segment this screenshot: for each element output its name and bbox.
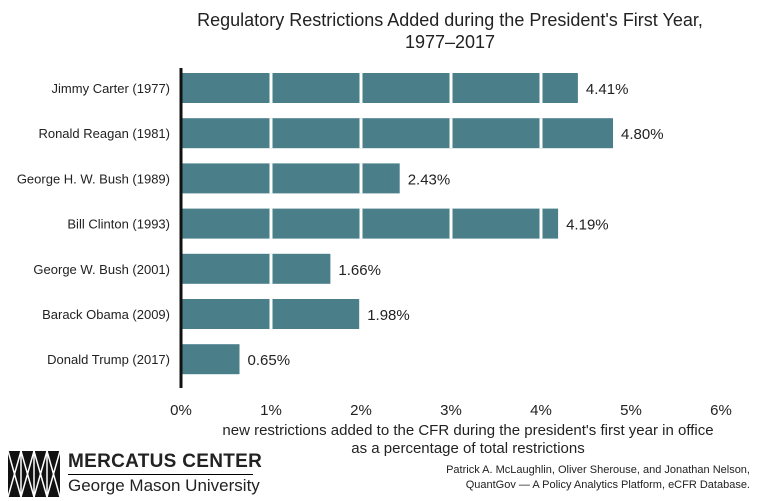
x-axis-label-line-1: new restrictions added to the CFR during… [222, 422, 714, 439]
bar [181, 253, 331, 284]
category-label: Barack Obama (2009) [42, 307, 170, 322]
source-line-2: QuantGov — A Policy Analytics Platform, … [465, 479, 750, 491]
bar-gridline [449, 208, 453, 239]
data-label: 0.65% [248, 352, 291, 369]
bar-chart: Jimmy Carter (1977) 4.41% Ronald Reagan (1… [17, 68, 732, 419]
logo-name: MERCATUS CENTER [68, 451, 263, 472]
data-label: 4.41% [586, 81, 629, 98]
bar-gridline [269, 253, 273, 284]
bar-gridline [359, 208, 363, 239]
data-label: 1.66% [338, 262, 381, 279]
category-label: Jimmy Carter (1977) [52, 81, 170, 96]
category-label: Donald Trump (2017) [47, 352, 170, 367]
bar-gridline [539, 118, 543, 149]
data-label: 4.80% [621, 126, 664, 143]
x-tick-label: 0% [170, 402, 192, 419]
bar [181, 163, 400, 194]
x-tick-label: 2% [350, 402, 372, 419]
logo-subtitle: George Mason University [68, 476, 260, 495]
x-axis-label-line-2: as a percentage of total restrictions [351, 440, 585, 457]
data-label: 2.43% [408, 171, 451, 188]
bar [181, 208, 559, 239]
bar-gridline [269, 118, 273, 149]
bar-gridline [539, 208, 543, 239]
bar-gridline [359, 118, 363, 149]
bar-gridline [539, 73, 543, 103]
x-axis-label: new restrictions added to the CFR during… [168, 422, 768, 458]
bar-gridline [269, 208, 273, 239]
logo-divider [68, 474, 253, 475]
data-label: 4.19% [566, 217, 609, 234]
bar-gridline [269, 299, 273, 329]
category-label: Ronald Reagan (1981) [38, 126, 170, 141]
chart-title-line-1: Regulatory Restrictions Added during the… [197, 10, 703, 30]
y-axis-line [179, 68, 183, 388]
data-label: 1.98% [367, 307, 410, 324]
x-tick-label: 6% [710, 402, 732, 419]
bar-gridline [449, 118, 453, 149]
x-tick-label: 3% [440, 402, 462, 419]
source-note: Patrick A. McLaughlin, Oliver Sherouse, … [446, 463, 750, 493]
chart-title: Regulatory Restrictions Added during the… [170, 9, 730, 53]
mercatus-logo-mark-icon [8, 451, 60, 497]
x-tick-label: 1% [260, 402, 282, 419]
x-tick-label: 4% [530, 402, 552, 419]
bar [181, 344, 240, 375]
x-tick-label: 5% [620, 402, 642, 419]
bar-gridline [269, 163, 273, 194]
bar-gridline [359, 163, 363, 194]
mercatus-logo: MERCATUS CENTER George Mason University [8, 451, 262, 497]
bar-gridline [449, 73, 453, 103]
bar [181, 73, 578, 103]
chart-title-line-2: 1977–2017 [404, 32, 496, 52]
bar [181, 118, 613, 149]
bar-gridline [269, 73, 273, 103]
source-line-1: Patrick A. McLaughlin, Oliver Sherouse, … [446, 464, 750, 476]
category-label: George H. W. Bush (1989) [17, 171, 170, 186]
category-label: George W. Bush (2001) [33, 262, 170, 277]
category-label: Bill Clinton (1993) [67, 217, 170, 232]
bar-gridline [359, 73, 363, 103]
